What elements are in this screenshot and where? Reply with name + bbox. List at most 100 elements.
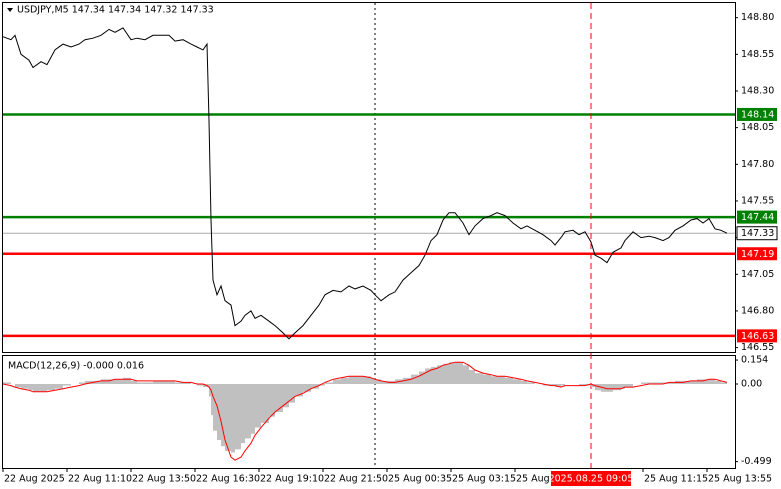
- macd-bar: [411, 374, 419, 384]
- macd-bar: [207, 384, 209, 388]
- macd-bar: [209, 384, 211, 397]
- y-tick-label: 148.55: [741, 49, 774, 60]
- macd-bar: [283, 384, 289, 408]
- macd-bar: [709, 379, 715, 384]
- macd-bar: [483, 374, 491, 384]
- macd-bar: [161, 380, 169, 384]
- macd-bar: [721, 382, 727, 384]
- macd-bar: [153, 380, 161, 384]
- macd-bar: [363, 376, 371, 384]
- macd-bar: [101, 379, 109, 384]
- price-line: [2, 27, 728, 340]
- macd-bar: [245, 384, 251, 439]
- price-panel: [2, 2, 736, 353]
- macd-bar: [33, 384, 41, 392]
- plot-layer: 148.80 148.55 148.30 148.05 147.80 147.55 147.…: [2, 3, 778, 486]
- macd-bar: [269, 384, 275, 417]
- macd-bar: [551, 384, 555, 386]
- macd-bar: [235, 384, 241, 450]
- level-label-box: [737, 107, 777, 121]
- y-tick-label: 146.55: [741, 342, 774, 353]
- last-price-label: 147.33: [741, 228, 774, 239]
- macd-bar: [419, 371, 425, 384]
- level-label: 148.14: [741, 109, 774, 120]
- y-tick-label: 147.55: [741, 195, 774, 206]
- macd-bar: [621, 384, 625, 389]
- level-label: 147.19: [741, 249, 774, 260]
- macd-bar: [325, 382, 333, 384]
- macd-bar: [469, 370, 475, 384]
- x-tick-label: 25 Aug 00:35: [388, 474, 452, 485]
- macd-bar: [123, 377, 131, 384]
- macd-bar: [371, 377, 375, 384]
- macd-bar: [15, 384, 21, 388]
- macd-bar: [349, 376, 355, 384]
- macd-bar: [555, 384, 561, 388]
- macd-bar: [561, 384, 565, 386]
- macd-bar: [225, 384, 231, 451]
- macd-bar: [115, 379, 123, 384]
- level-label-box: [737, 210, 777, 224]
- macd-bar: [491, 376, 497, 384]
- macd-bar: [221, 384, 225, 447]
- macd-bar: [29, 384, 33, 391]
- macd-bar: [211, 384, 213, 416]
- macd-bar: [3, 382, 11, 384]
- macd-bar: [63, 384, 71, 386]
- macd-bar: [669, 382, 675, 384]
- macd-bar: [697, 379, 703, 384]
- macd-bar: [169, 380, 175, 384]
- macd-bar: [145, 382, 153, 384]
- macd-bar: [85, 380, 93, 384]
- y-tick-label: 148.05: [741, 122, 774, 133]
- macd-bar: [251, 384, 255, 434]
- macd-bar: [333, 379, 341, 384]
- macd-bar: [79, 382, 85, 384]
- x-tick-label: 25 Aug 05:55: [516, 474, 580, 485]
- macd-bar: [691, 380, 697, 384]
- macd-bar: [355, 376, 363, 384]
- macd-bar: [183, 382, 191, 384]
- y-tick-label: 147.80: [741, 159, 774, 170]
- macd-bar: [475, 373, 483, 384]
- macd-bar: [655, 382, 663, 384]
- macd-bar: [431, 366, 437, 384]
- y-tick-label: -0.499: [741, 456, 772, 467]
- x-tick-label: 25 Aug 03:15: [452, 474, 516, 485]
- cursor-label: 2025.08.25 09:05: [549, 474, 634, 485]
- y-tick-label: 146.80: [741, 305, 774, 316]
- y-tick-label: 0.00: [741, 379, 762, 390]
- last-price-box: [736, 226, 778, 241]
- macd-bar: [261, 384, 269, 423]
- macd-bar: [497, 376, 505, 384]
- macd-bar: [463, 365, 469, 384]
- macd-bar: [289, 384, 295, 403]
- macd-bar: [613, 384, 621, 391]
- x-tick-label: 22 Aug 2025: [4, 474, 65, 485]
- macd-bar: [231, 384, 235, 453]
- macd-bar: [213, 384, 217, 431]
- macd-bar: [175, 382, 183, 384]
- signal-line: [2, 361, 728, 461]
- macd-bar: [625, 384, 633, 388]
- level-label: 147.44: [741, 212, 774, 223]
- macd-bar: [21, 384, 29, 389]
- macd-bar: [255, 384, 261, 428]
- macd-bar: [381, 380, 389, 384]
- level-label-box: [737, 329, 777, 343]
- cursor-label-box: [551, 471, 631, 486]
- macd-bar: [505, 377, 513, 384]
- macd-bar: [591, 384, 595, 388]
- macd-bar: [449, 362, 455, 384]
- macd-bar: [319, 384, 325, 386]
- macd-bar: [513, 379, 521, 384]
- chart-title: USDJPY,M5 147.34 147.34 147.32 147.33: [17, 5, 214, 16]
- macd-bar: [437, 365, 443, 384]
- macd-bar: [341, 377, 349, 384]
- macd-bar: [455, 362, 463, 384]
- macd-bar: [521, 380, 527, 384]
- x-tick-label: 22 Aug 19:10: [260, 474, 324, 485]
- macd-bar: [311, 384, 319, 389]
